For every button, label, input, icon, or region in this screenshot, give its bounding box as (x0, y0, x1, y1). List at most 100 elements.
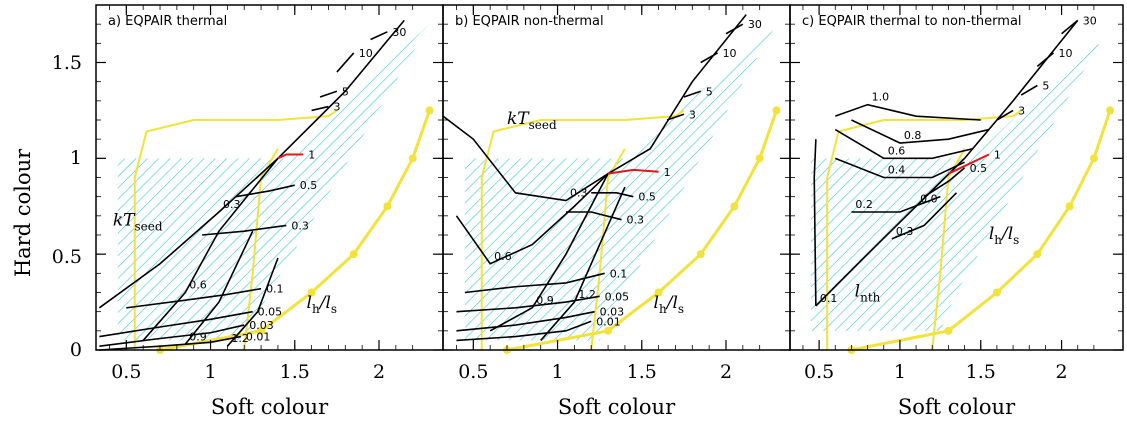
lhls-annotation-sub1: h (312, 302, 320, 316)
lhls-line-label: 0.03 (249, 319, 274, 332)
ktseed-line-label: 0.4 (888, 164, 906, 177)
yellow-track (590, 148, 626, 351)
hatched-region (464, 24, 777, 341)
yellow-dot (730, 202, 739, 211)
yellow-dot (257, 326, 266, 335)
lhls-line (996, 109, 1014, 121)
lhls-line (126, 287, 262, 309)
ktseed-annotation-sub: seed (529, 118, 557, 132)
lhls-line (456, 310, 595, 332)
ktseed-line-label: 0.1 (820, 292, 838, 305)
lhls-annotation: lh/ls (307, 293, 338, 316)
lhls-line-label: 10 (359, 47, 373, 60)
yellow-dot (307, 288, 316, 297)
lhls-annotation-sub1: h (659, 302, 667, 316)
lhls-line-label: 0.5 (638, 191, 656, 204)
ktseed-line (851, 195, 941, 213)
lhls-annotation-sub1: h (994, 233, 1002, 247)
lhls-line (99, 310, 253, 338)
yellow-dot (383, 202, 392, 211)
y-tick-label: 0 (70, 339, 82, 361)
hatched-region (117, 24, 430, 341)
yellow-track (931, 148, 966, 351)
lhls-annotation: lh/ls (654, 293, 685, 316)
yellow-dot (425, 106, 434, 115)
lhls-line-label: 0.5 (970, 162, 988, 175)
ktseed-line-label: 0.6 (888, 144, 906, 157)
yellow-dot (944, 326, 953, 335)
lhls-line-label: 0.03 (600, 306, 625, 319)
yellow-dot (1065, 202, 1074, 211)
lhls-line (607, 168, 659, 175)
lhls-line (464, 272, 605, 294)
ktseed-line (455, 173, 609, 265)
lhls-annotation-slash: /l (1000, 224, 1013, 244)
ktseed-line (891, 192, 958, 240)
lhls-line-label: 1 (664, 166, 671, 179)
ktseed-annotation: kTseed (507, 109, 557, 132)
lhls-line-label: 5 (706, 85, 713, 98)
x-tick-label: 1 (551, 361, 563, 383)
panel-b: 0.3 0.6 0.9 1.2 0.010.03 0.05 0.1 0.3 0.5 1 35 10 30… (442, 4, 791, 419)
ktseed-line (184, 230, 254, 345)
x-tick-label: 1 (894, 361, 906, 383)
lhls-line-label: 3 (1018, 104, 1025, 117)
lhls-line (99, 335, 242, 351)
lhls-line-label: 30 (748, 18, 762, 31)
x-tick-label: 0.5 (804, 361, 834, 383)
lhls-line (565, 211, 622, 221)
yellow-track (480, 109, 685, 350)
lhls-line-label: 0.3 (291, 219, 309, 232)
ktseed-annotation-sub: seed (134, 219, 162, 233)
ktseed-line (834, 157, 965, 179)
yellow-dot (654, 288, 663, 297)
yellow-dot (1033, 250, 1042, 259)
lhls-line (456, 295, 600, 313)
ktseed-line-label: 0.3 (570, 187, 588, 200)
ktseed-line-label: 0.9 (189, 330, 207, 343)
lhls-annotation-slash: /l (318, 293, 331, 313)
ktseed-line-label: 0.3 (223, 198, 241, 211)
lhls-line-label: 0.3 (627, 214, 645, 227)
lhls-line-label: 10 (1058, 47, 1072, 60)
ktseed-line-label: 0.0 (920, 192, 938, 205)
panel-c: 0.0 0.1 0.2 0.3 0.4 0.6 0.8 1.0 0.5 1 3 5 10 30 c) EQP… (789, 4, 1124, 419)
lhls-line (336, 52, 355, 73)
lhls-line (456, 320, 592, 342)
y-tick-label: 0.5 (52, 246, 82, 268)
x-tick-label: 2 (1056, 361, 1068, 383)
lhls-line-label: 5 (1042, 80, 1049, 93)
ktseed-line-label: 1.0 (872, 91, 890, 104)
lhls-line-label: 0.5 (300, 179, 318, 192)
lhls-line-label: 3 (689, 108, 696, 121)
lhls-line (700, 52, 718, 64)
panel-title: a) EQPAIR thermal (108, 14, 227, 29)
y-tick-label: 1.5 (52, 52, 82, 74)
ktseed-line-label: 0.9 (536, 294, 554, 307)
x-tick-label: 1 (204, 361, 216, 383)
lhls-line (99, 324, 245, 347)
x-tick-label: 2 (720, 361, 732, 383)
panel-a: 0.3 0.6 0.9 1.20.010.030.05 0.1 0.3 0.5 1 35 10 30… (95, 4, 444, 419)
panel-title: c) EQPAIR thermal to non-thermal (802, 14, 1022, 29)
lhls-annotation-sub2: s (678, 302, 684, 316)
y-axis-title: Hard colour (11, 148, 35, 277)
ktseed-line (540, 186, 626, 341)
lhls-line (319, 90, 338, 98)
lhls-line (1020, 84, 1038, 96)
yellow-dot (1106, 106, 1115, 115)
lhls-line (370, 31, 388, 41)
yellow-dot (992, 288, 1001, 297)
ktseed-line-label: 0.6 (494, 250, 512, 263)
lhls-line (725, 23, 744, 35)
lhls-line-label: 5 (342, 85, 349, 98)
lhls-line-label: 0.05 (258, 306, 283, 319)
lhls-line (1061, 19, 1079, 35)
ktseed-line (98, 19, 405, 309)
lhls-line (235, 184, 295, 198)
ktseed-line (851, 119, 990, 144)
lhls-annotation-sub2: s (331, 302, 337, 316)
lhls-line (666, 113, 685, 121)
ktseed-line (813, 139, 817, 306)
